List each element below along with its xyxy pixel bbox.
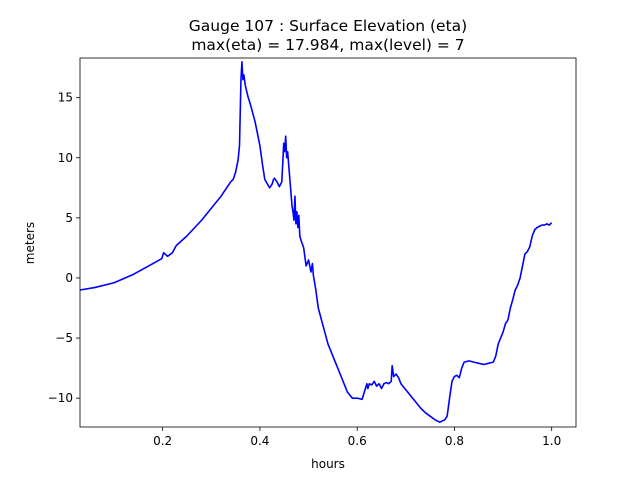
x-tick-label: 0.8 — [445, 434, 464, 448]
series-layer — [79, 61, 553, 423]
plot-frame — [79, 57, 577, 428]
y-axis-ticks: −10 −5 0 5 10 15 — [48, 91, 80, 405]
series-line-0 — [79, 61, 553, 423]
x-tick-label: 0.2 — [153, 434, 172, 448]
x-axis-label: hours — [311, 457, 345, 471]
y-axis-label: meters — [23, 222, 37, 264]
y-tick-label: 10 — [58, 151, 73, 165]
y-tick-label: −5 — [55, 331, 73, 345]
x-tick-label: 1.0 — [542, 434, 561, 448]
chart-title-line1: Gauge 107 : Surface Elevation (eta) — [189, 17, 467, 35]
chart-title-line2: max(eta) = 17.984, max(level) = 7 — [191, 36, 464, 54]
x-axis-ticks: 0.2 0.4 0.6 0.8 1.0 — [153, 427, 561, 448]
y-tick-label: 15 — [58, 91, 73, 105]
x-tick-label: 0.4 — [250, 434, 269, 448]
y-tick-label: 0 — [65, 271, 73, 285]
y-tick-label: −10 — [48, 391, 73, 405]
x-tick-label: 0.6 — [348, 434, 367, 448]
y-tick-label: 5 — [65, 211, 73, 225]
plot-area: 0.2 0.4 0.6 0.8 1.0 −10 −5 0 5 10 15 — [48, 57, 577, 448]
